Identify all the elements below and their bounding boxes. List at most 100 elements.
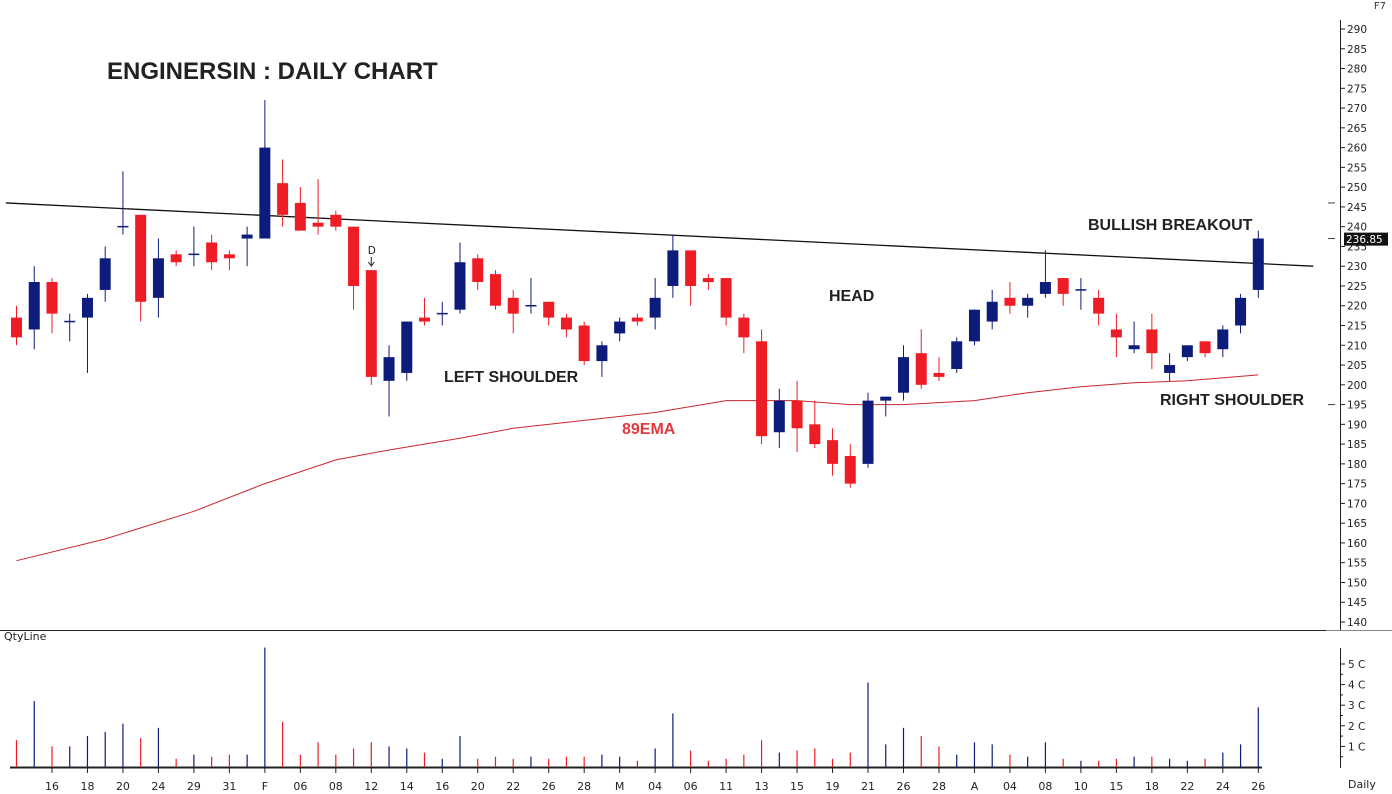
price-tick-label: 250: [1347, 182, 1367, 194]
x-tick-label: 15: [790, 780, 804, 793]
volume-tick-label: 1 C: [1348, 741, 1365, 753]
candle: [259, 100, 271, 239]
candle-body: [330, 214, 342, 227]
x-tick-label: 22: [1180, 780, 1194, 793]
candle: [986, 289, 998, 330]
x-tick-label: 28: [577, 780, 591, 793]
candle: [1022, 293, 1034, 318]
price-tick-label: 175: [1347, 479, 1367, 491]
candle: [649, 278, 661, 330]
candle: [791, 380, 803, 453]
candle-body: [720, 278, 732, 318]
candle-body: [773, 400, 785, 433]
price-tick-label: 140: [1347, 617, 1367, 629]
last-price-box: [1344, 232, 1388, 246]
candle: [401, 321, 413, 381]
candle-body: [454, 262, 466, 310]
candle: [1252, 230, 1264, 298]
candle: [419, 297, 431, 326]
candle-body: [348, 226, 360, 286]
candle: [365, 270, 377, 385]
d-marker-arrowhead: [367, 261, 375, 267]
candle-body: [791, 400, 803, 429]
price-tick-label: 270: [1347, 103, 1367, 115]
candle: [1199, 341, 1211, 358]
candle-body: [507, 297, 519, 314]
price-tick-label: 275: [1347, 83, 1367, 95]
x-tick-label: 29: [187, 780, 201, 793]
candle-body: [702, 278, 714, 283]
price-tick-label: 245: [1347, 202, 1367, 214]
candle: [773, 388, 785, 449]
candle-body: [241, 234, 253, 239]
candle-body: [1164, 365, 1176, 373]
candle-body: [11, 317, 22, 338]
candle-body: [543, 301, 555, 318]
candle-body: [685, 250, 697, 286]
corner-label: F7: [1373, 1, 1386, 12]
ema-annotation: 89EMA: [622, 421, 676, 438]
candle-body: [1039, 282, 1051, 294]
candle-body: [1199, 341, 1211, 354]
x-tick-label: 08: [1038, 780, 1052, 793]
candle-body: [312, 222, 324, 227]
candle-body: [809, 424, 821, 445]
candle: [738, 313, 750, 354]
price-tick-label: 200: [1347, 380, 1367, 392]
volume-tick-label: 5 C: [1348, 659, 1365, 671]
candle: [383, 345, 395, 417]
x-tick-label: 18: [80, 780, 94, 793]
candle: [631, 313, 643, 326]
candle: [1039, 250, 1051, 298]
candle-body: [383, 357, 395, 381]
x-tick-label: 26: [1251, 780, 1265, 793]
candle: [1181, 345, 1193, 362]
d-marker-label: D: [368, 245, 376, 257]
x-tick-label: 06: [684, 780, 698, 793]
candle: [543, 301, 555, 326]
candle: [968, 309, 980, 346]
candle: [1217, 325, 1229, 358]
candle-body: [1022, 297, 1034, 306]
price-tick-label: 280: [1347, 64, 1367, 76]
candle-body: [1128, 345, 1140, 350]
candle: [1093, 289, 1105, 326]
x-tick-label: 04: [1003, 780, 1017, 793]
x-tick-label: 21: [861, 780, 875, 793]
candle-body: [578, 325, 590, 362]
x-tick-label: 28: [932, 780, 946, 793]
x-tick-label: 19: [826, 780, 840, 793]
candle: [1075, 278, 1087, 310]
candle-body: [631, 317, 643, 322]
price-tick-label: 265: [1347, 123, 1367, 135]
volume-tick-label: 2 C: [1348, 721, 1365, 733]
candle: [756, 329, 768, 445]
candle: [1235, 293, 1247, 334]
candle: [862, 392, 874, 468]
trendline-layer: [5, 202, 1314, 267]
candle: [348, 226, 360, 310]
candle-body: [135, 214, 147, 302]
candle: [596, 341, 608, 377]
price-tick-label: 260: [1347, 143, 1367, 155]
candle: [152, 238, 164, 318]
candle: [330, 210, 342, 231]
candle: [188, 226, 200, 267]
candle-body: [1235, 297, 1247, 326]
x-tick-label: 08: [329, 780, 343, 793]
candle-body: [1057, 278, 1069, 294]
x-tick-label: 20: [116, 780, 130, 793]
neckline-trendline: [5, 202, 1314, 267]
candle-body: [419, 317, 431, 322]
candle: [1146, 313, 1158, 369]
candle: [472, 254, 484, 290]
candle: [702, 274, 714, 290]
volume-tick-label: 4 C: [1348, 680, 1365, 692]
ema-layer: [16, 374, 1259, 562]
candle-body: [844, 455, 856, 484]
candle: [241, 226, 253, 267]
candle-body: [596, 345, 608, 362]
price-tick-label: 225: [1347, 281, 1367, 293]
bullish-breakout-annotation: BULLISH BREAKOUT: [1088, 217, 1253, 234]
last-price-label: 236.85: [1346, 234, 1383, 246]
